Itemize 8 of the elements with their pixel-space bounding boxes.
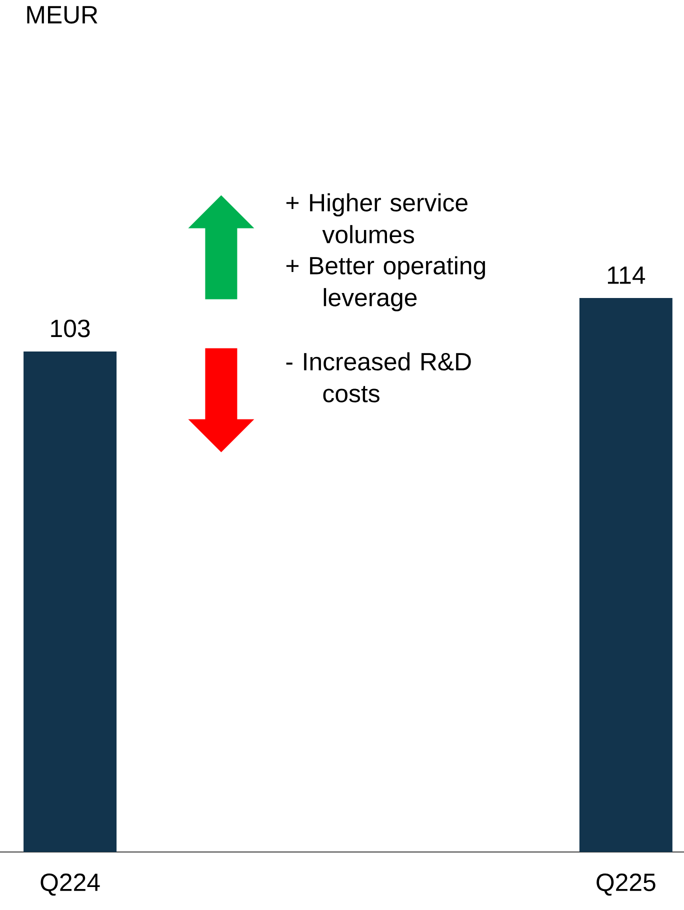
- data-label: 114: [608, 266, 646, 284]
- x-tick-label: Q225: [596, 874, 656, 896]
- data-label: 103: [51, 320, 90, 338]
- text: + Higher service volumes: [286, 193, 468, 244]
- annotation: - Increased R&D costs: [286, 352, 471, 402]
- text: MEUR: [27, 6, 98, 24]
- annotation: + Better operating leverage: [286, 256, 486, 312]
- x-tick-label: Q224: [40, 874, 100, 896]
